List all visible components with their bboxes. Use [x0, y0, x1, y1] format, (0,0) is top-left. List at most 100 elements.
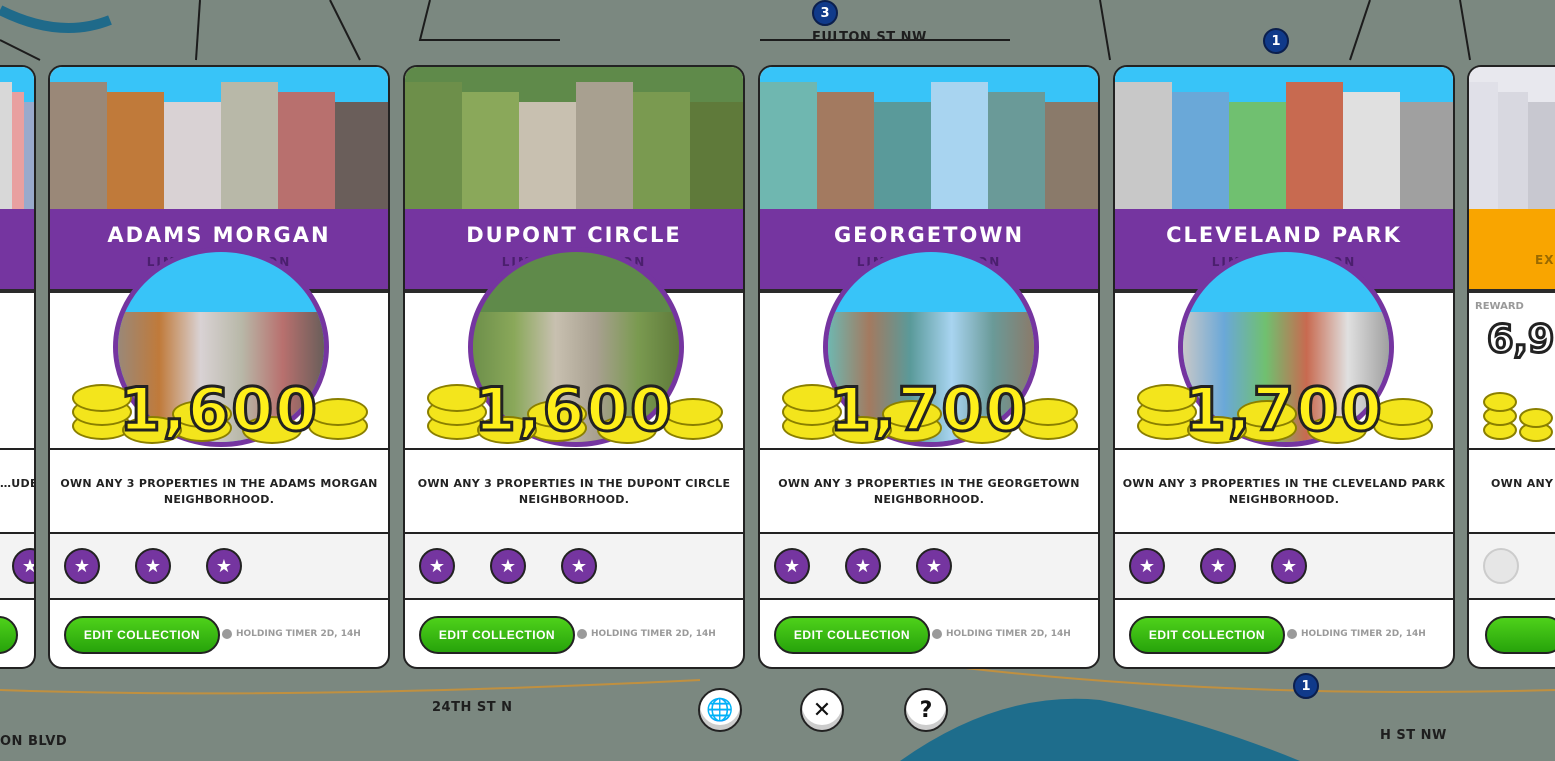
progress-stars: ★ ★ ★: [405, 534, 743, 600]
reward-section: 1,600: [405, 247, 743, 450]
map-pin[interactable]: 1: [1263, 28, 1289, 54]
reward-amount: 1,600: [118, 374, 319, 447]
collection-card[interactable]: …UDE ★: [0, 65, 36, 669]
star-filled-icon: ★: [916, 548, 952, 584]
progress-stars: ★ ★ ★: [1115, 534, 1453, 600]
globe-button[interactable]: 🌐: [698, 688, 742, 732]
neighborhood-image: [0, 67, 34, 209]
collection-card[interactable]: GEORGETOWN LIMITED EDITION 1,700 OWN ANY…: [758, 65, 1100, 669]
reward-section: 1,700: [1115, 247, 1453, 450]
star-filled-icon: ★: [1271, 548, 1307, 584]
holding-timer: HOLDING TIMER 2D, 14H: [932, 629, 1071, 639]
card-title: DUPONT CIRCLE: [466, 223, 682, 247]
close-button[interactable]: ✕: [800, 688, 844, 732]
star-filled-icon: ★: [490, 548, 526, 584]
coin-icon: [72, 384, 132, 412]
star-filled-icon: ★: [206, 548, 242, 584]
globe-icon: 🌐: [706, 697, 734, 723]
coin-icon: [1483, 392, 1517, 412]
coin-icon: [242, 416, 302, 444]
coin-icon: [663, 398, 723, 426]
card-description: OWN ANY 3 PROPERTIES IN THE GEORGETOWN N…: [760, 452, 1098, 534]
reward-section: 1,600: [50, 247, 388, 450]
progress-stars: [1469, 534, 1555, 600]
help-icon: ?: [919, 697, 933, 723]
card-action-button[interactable]: [0, 616, 18, 654]
card-description: OWN ANY 3 PROPERTIES IN THE ADAMS MORGAN…: [50, 452, 388, 534]
map-street-label: ON BLVD: [0, 734, 68, 749]
holding-timer: HOLDING TIMER 2D, 14H: [577, 629, 716, 639]
card-footer: EDIT COLLECTION HOLDING TIMER 2D, 14H: [50, 600, 388, 667]
clock-icon: [577, 629, 587, 639]
holding-timer-text: HOLDING TIMER 2D, 14H: [946, 629, 1071, 639]
progress-stars: ★ ★ ★: [760, 534, 1098, 600]
edit-collection-button[interactable]: EDIT COLLECTION: [774, 616, 930, 654]
card-header: [0, 209, 34, 293]
edit-collection-button[interactable]: EDIT COLLECTION: [419, 616, 575, 654]
coin-icon: [477, 416, 537, 444]
card-title: GEORGETOWN: [833, 223, 1025, 247]
neighborhood-image: [1469, 67, 1555, 209]
map-street-label: FULTON ST NW: [812, 30, 927, 45]
star-filled-icon: ★: [1200, 548, 1236, 584]
holding-timer-text: HOLDING TIMER 2D, 14H: [236, 629, 361, 639]
reward-section: [0, 297, 34, 450]
edit-collection-button[interactable]: EDIT COLLECTION: [1129, 616, 1285, 654]
map-street-label: 24TH ST N: [432, 700, 513, 715]
coin-icon: [952, 416, 1012, 444]
reward-amount: 1,700: [1183, 374, 1384, 447]
collection-card[interactable]: ADAMS MORGAN LIMITED EDITION 1,600 OWN A…: [48, 65, 390, 669]
coin-icon: [882, 400, 942, 428]
card-description: OWN ANY: [1469, 452, 1555, 534]
clock-icon: [1287, 629, 1297, 639]
star-filled-icon: ★: [845, 548, 881, 584]
map-street-label: H ST NW: [1380, 728, 1447, 743]
coin-icon: [1237, 400, 1297, 428]
card-subtitle: EX: [1535, 253, 1555, 267]
card-action-button[interactable]: [1485, 616, 1555, 654]
card-footer: EDIT COLLECTION HOLDING TIMER 2D, 14H: [760, 600, 1098, 667]
card-description: OWN ANY 3 PROPERTIES IN THE CLEVELAND PA…: [1115, 452, 1453, 534]
progress-stars: ★: [0, 534, 34, 600]
edit-collection-button[interactable]: EDIT COLLECTION: [64, 616, 220, 654]
coin-icon: [308, 398, 368, 426]
coin-icon: [427, 384, 487, 412]
reward-amount: 1,700: [828, 374, 1029, 447]
coin-icon: [122, 416, 182, 444]
coin-icon: [1187, 416, 1247, 444]
close-icon: ✕: [812, 697, 832, 723]
collection-card[interactable]: EX REWARD 6,9 OWN ANY: [1467, 65, 1555, 669]
help-button[interactable]: ?: [904, 688, 948, 732]
coin-icon: [1018, 398, 1078, 426]
star-filled-icon: ★: [419, 548, 455, 584]
star-empty-icon: [1483, 548, 1519, 584]
clock-icon: [222, 629, 232, 639]
coin-icon: [527, 400, 587, 428]
star-filled-icon: ★: [1129, 548, 1165, 584]
card-header: EX: [1469, 209, 1555, 293]
coins-stack: [1483, 382, 1555, 448]
coin-icon: [1373, 398, 1433, 426]
reward-amount: 6,9: [1486, 316, 1555, 363]
coin-icon: [1519, 408, 1553, 428]
clock-icon: [932, 629, 942, 639]
card-footer: [1469, 600, 1555, 667]
map-pin[interactable]: 3: [812, 0, 838, 26]
collection-card[interactable]: CLEVELAND PARK LIMITED EDITION 1,700 OWN…: [1113, 65, 1455, 669]
card-title: CLEVELAND PARK: [1166, 223, 1402, 247]
neighborhood-image: [1115, 67, 1453, 209]
map-pin[interactable]: 1: [1293, 673, 1319, 699]
collection-card[interactable]: DUPONT CIRCLE LIMITED EDITION 1,600 OWN …: [403, 65, 745, 669]
holding-timer-text: HOLDING TIMER 2D, 14H: [1301, 629, 1426, 639]
holding-timer-text: HOLDING TIMER 2D, 14H: [591, 629, 716, 639]
card-footer: EDIT COLLECTION HOLDING TIMER 2D, 14H: [1115, 600, 1453, 667]
coin-icon: [832, 416, 892, 444]
coin-icon: [172, 400, 232, 428]
coin-icon: [782, 384, 842, 412]
neighborhood-image: [405, 67, 743, 209]
card-description: …UDE: [0, 452, 34, 534]
reward-section: 1,700: [760, 247, 1098, 450]
neighborhood-image: [760, 67, 1098, 209]
coins-stack: [1137, 382, 1433, 448]
